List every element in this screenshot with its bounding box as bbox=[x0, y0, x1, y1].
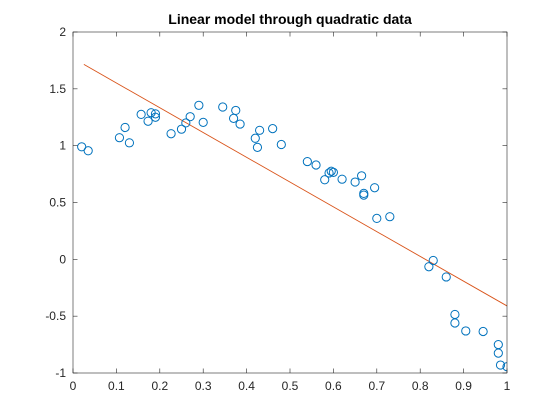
data-point bbox=[185, 112, 195, 122]
chart-title: Linear model through quadratic data bbox=[168, 11, 412, 27]
data-point bbox=[302, 156, 312, 167]
data-point bbox=[337, 174, 347, 184]
data-point bbox=[114, 133, 125, 143]
data-point bbox=[370, 183, 380, 193]
x-tick-label: 0.7 bbox=[368, 379, 385, 393]
data-point bbox=[276, 139, 286, 150]
data-point bbox=[268, 124, 278, 134]
data-point bbox=[120, 122, 130, 133]
data-point bbox=[461, 326, 471, 336]
y-tick-label: -1 bbox=[55, 366, 66, 380]
x-tick-label: 0.9 bbox=[455, 379, 472, 393]
data-point bbox=[255, 125, 265, 135]
data-point bbox=[77, 142, 87, 152]
data-point bbox=[328, 167, 338, 177]
data-point bbox=[198, 117, 208, 127]
data-point bbox=[176, 124, 187, 134]
data-point bbox=[124, 138, 135, 148]
data-point bbox=[385, 212, 395, 222]
data-point bbox=[143, 116, 153, 126]
y-tick-label: 2 bbox=[59, 25, 66, 39]
x-tick-label: 0.2 bbox=[151, 379, 168, 393]
data-point bbox=[441, 272, 451, 282]
plot-content bbox=[77, 64, 507, 372]
x-tick-label: 0.1 bbox=[108, 379, 125, 393]
data-point bbox=[194, 100, 204, 110]
data-point bbox=[218, 102, 228, 112]
y-tick-label: 0.5 bbox=[49, 196, 66, 210]
data-point bbox=[450, 318, 460, 328]
data-point bbox=[250, 133, 260, 143]
y-tick-label: 1.5 bbox=[49, 82, 66, 96]
data-point bbox=[350, 177, 360, 187]
y-tick-label: 1 bbox=[59, 139, 66, 153]
data-point bbox=[424, 262, 434, 272]
clipped-marks bbox=[77, 64, 507, 372]
data-point bbox=[324, 168, 334, 178]
x-tick-label: 0.3 bbox=[195, 379, 212, 393]
data-point bbox=[326, 166, 336, 176]
data-point bbox=[372, 213, 382, 224]
data-point bbox=[235, 119, 245, 129]
data-point bbox=[181, 118, 191, 128]
data-point bbox=[311, 160, 321, 170]
data-point bbox=[495, 360, 506, 370]
data-point bbox=[428, 255, 438, 266]
data-point bbox=[478, 326, 488, 337]
data-point bbox=[150, 112, 161, 122]
data-point bbox=[166, 129, 176, 139]
data-point bbox=[231, 105, 241, 116]
x-tick-label: 1 bbox=[504, 379, 511, 393]
data-point bbox=[136, 109, 146, 120]
data-point bbox=[357, 171, 367, 181]
y-tick-label: -0.5 bbox=[45, 309, 66, 323]
data-point bbox=[320, 175, 330, 185]
axes-layer: 0 0.1 0.2 0.3 0.4 0.5 0.6 0.7 0.8 0.9 1 -1 -0.5 0 0.5 1… bbox=[45, 25, 510, 393]
fit-line bbox=[83, 64, 507, 307]
data-point bbox=[252, 142, 263, 152]
data-point bbox=[83, 146, 93, 156]
x-tick-label: 0 bbox=[70, 379, 77, 393]
data-point bbox=[150, 109, 161, 119]
x-tick-label: 0.8 bbox=[412, 379, 429, 393]
x-tick-label: 0.6 bbox=[325, 379, 342, 393]
x-tick-label: 0.5 bbox=[282, 379, 299, 393]
data-point bbox=[359, 190, 369, 200]
data-point bbox=[493, 348, 503, 358]
x-tick-label: 0.4 bbox=[238, 379, 255, 393]
y-tick-label: 0 bbox=[59, 252, 66, 266]
